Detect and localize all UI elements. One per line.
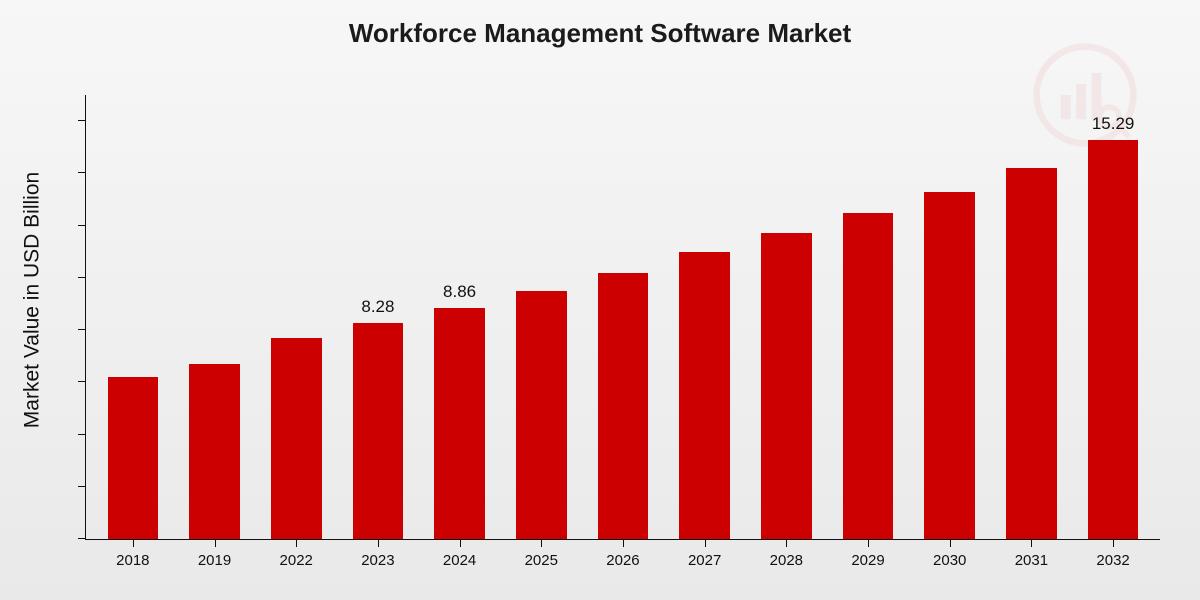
y-tick (78, 381, 86, 382)
x-tick (296, 539, 297, 547)
bar-column: 15.292032 (1072, 95, 1154, 539)
x-tick (460, 539, 461, 547)
x-tick-label: 2031 (1015, 552, 1048, 569)
x-tick-label: 2019 (198, 552, 231, 569)
x-tick-label: 2024 (443, 552, 476, 569)
x-tick (1031, 539, 1032, 547)
x-tick (541, 539, 542, 547)
y-tick (78, 486, 86, 487)
x-tick (705, 539, 706, 547)
chart-title: Workforce Management Software Market (0, 18, 1200, 49)
y-tick (78, 434, 86, 435)
bar-rect (1006, 168, 1057, 539)
x-tick-label: 2029 (851, 552, 884, 569)
x-tick-label: 2023 (361, 552, 394, 569)
bar-column: 8.282023 (337, 95, 419, 539)
x-tick (950, 539, 951, 547)
y-tick (78, 172, 86, 173)
bar-rect (108, 377, 159, 539)
bar-column: 2029 (827, 95, 909, 539)
bar-rect (189, 364, 240, 539)
bar-column: 2018 (92, 95, 174, 539)
x-tick (1113, 539, 1114, 547)
bar-column: 2030 (909, 95, 991, 539)
bar-column: 2022 (255, 95, 337, 539)
bar-rect (271, 338, 322, 539)
y-tick (78, 329, 86, 330)
y-tick (78, 277, 86, 278)
bar-column: 2027 (664, 95, 746, 539)
x-tick-label: 2026 (606, 552, 639, 569)
chart-container: Workforce Management Software Market Mar… (0, 0, 1200, 600)
x-tick-label: 2025 (525, 552, 558, 569)
y-tick (78, 120, 86, 121)
bar-rect (434, 308, 485, 539)
x-tick-label: 2022 (280, 552, 313, 569)
bar-rect (679, 252, 730, 539)
plot-area: 2018201920228.2820238.862024202520262027… (85, 95, 1160, 540)
bar-value-label: 8.86 (443, 282, 476, 302)
x-tick-label: 2027 (688, 552, 721, 569)
bar-column: 8.862024 (419, 95, 501, 539)
bar-rect (1088, 140, 1139, 539)
x-tick (378, 539, 379, 547)
x-tick-label: 2032 (1096, 552, 1129, 569)
bar-rect (843, 213, 894, 539)
bar-rect (353, 323, 404, 539)
bar-column: 2026 (582, 95, 664, 539)
bar-value-label: 8.28 (361, 297, 394, 317)
x-tick (868, 539, 869, 547)
bar-column: 2019 (174, 95, 256, 539)
bar-column: 2025 (500, 95, 582, 539)
x-tick-label: 2028 (770, 552, 803, 569)
bar-rect (516, 291, 567, 539)
bar-column: 2031 (991, 95, 1073, 539)
x-tick-label: 2018 (116, 552, 149, 569)
x-tick (786, 539, 787, 547)
bar-value-label: 15.29 (1092, 114, 1135, 134)
x-tick-label: 2030 (933, 552, 966, 569)
bar-rect (598, 273, 649, 539)
bar-column: 2028 (746, 95, 828, 539)
bars-container: 2018201920228.2820238.862024202520262027… (86, 95, 1160, 539)
x-tick (215, 539, 216, 547)
y-tick (78, 538, 86, 539)
y-tick (78, 225, 86, 226)
y-axis-label: Market Value in USD Billion (21, 172, 45, 428)
bar-rect (924, 192, 975, 539)
x-tick (623, 539, 624, 547)
bar-rect (761, 233, 812, 539)
x-tick (133, 539, 134, 547)
